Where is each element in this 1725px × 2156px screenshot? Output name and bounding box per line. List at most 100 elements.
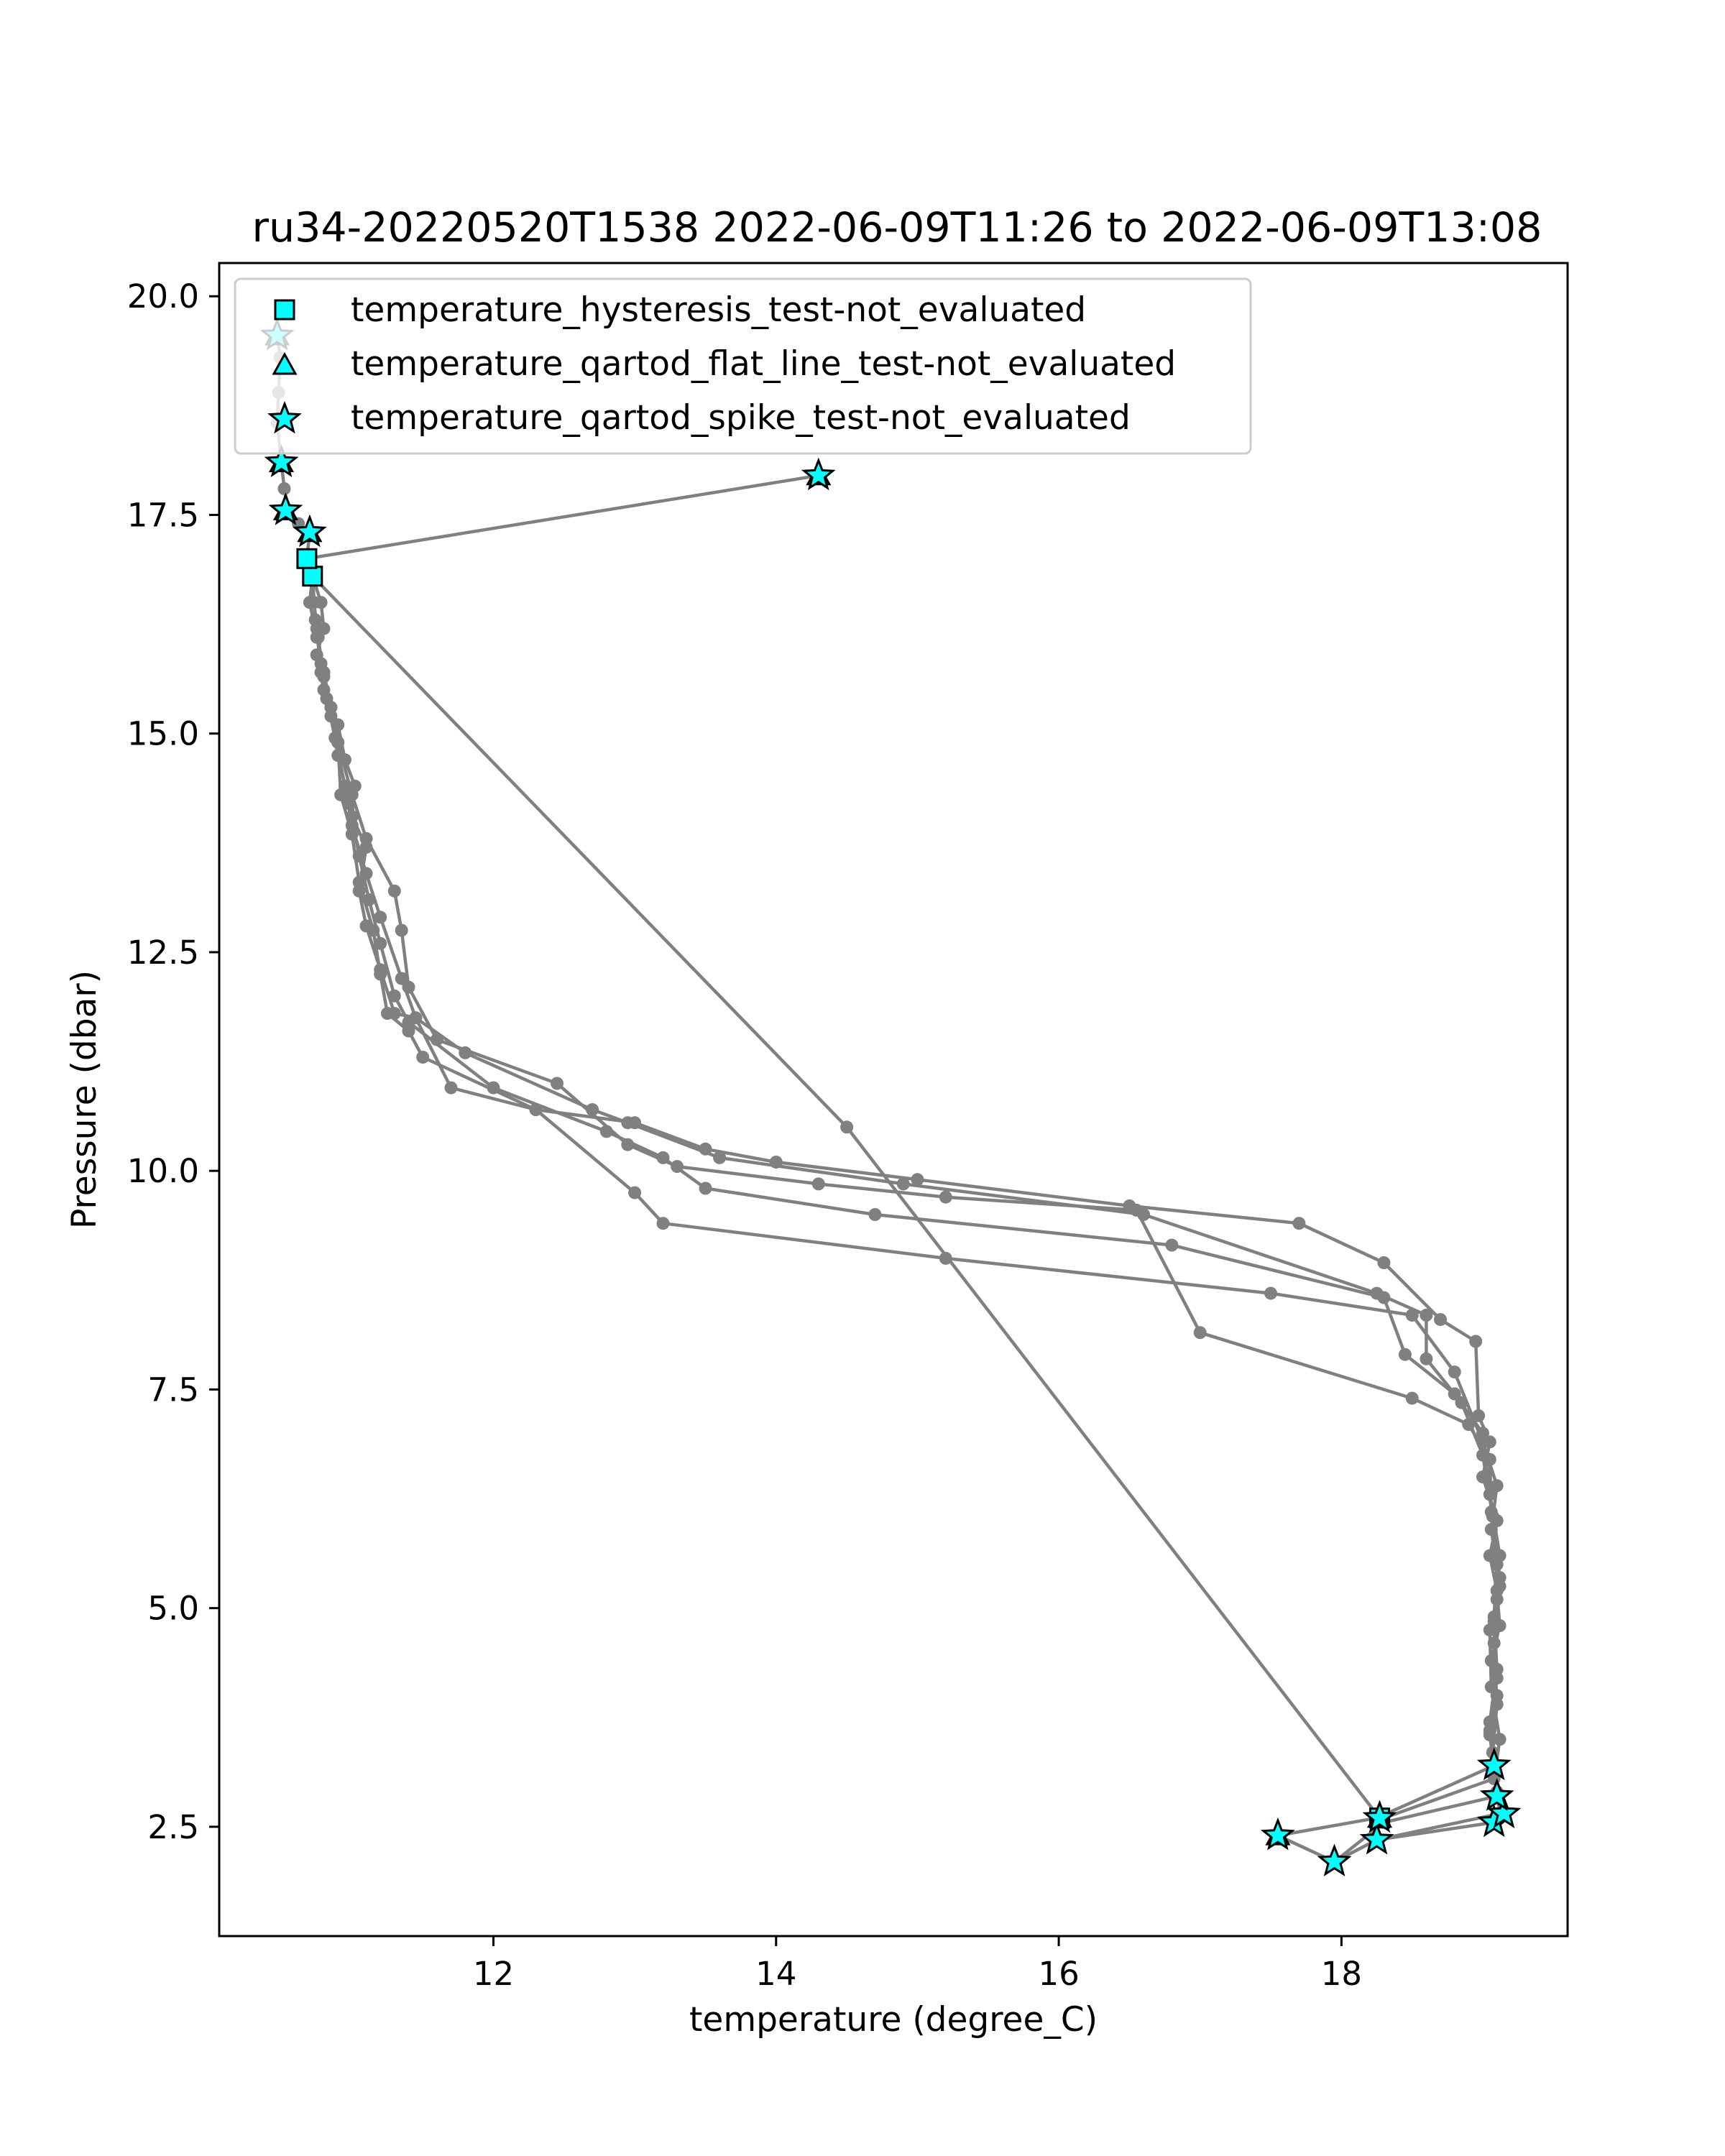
triangle-marker-icon xyxy=(272,351,298,375)
data-point xyxy=(308,613,322,627)
y-tick-label: 12.5 xyxy=(127,934,199,972)
data-point xyxy=(1493,1571,1506,1585)
data-point xyxy=(1370,1286,1384,1300)
x-axis-ticks: 12 14 16 18 xyxy=(473,1936,1362,1993)
data-point xyxy=(328,731,342,745)
x-tick-label: 18 xyxy=(1321,1955,1362,1993)
data-point xyxy=(416,1051,430,1064)
legend-label-hysteresis: temperature_hysteresis_test-not_evaluate… xyxy=(351,290,1086,330)
data-point xyxy=(1487,1614,1501,1628)
y-tick-label: 10.0 xyxy=(127,1152,199,1190)
data-point xyxy=(409,1011,423,1025)
data-point xyxy=(939,1190,952,1204)
data-point xyxy=(911,1173,924,1187)
y-tick-label: 5.0 xyxy=(147,1590,199,1628)
y-tick-label: 2.5 xyxy=(147,1808,199,1846)
data-point xyxy=(1469,1335,1483,1348)
data-point xyxy=(1420,1352,1433,1365)
data-point xyxy=(352,875,366,889)
data-point xyxy=(374,936,387,950)
data-point xyxy=(374,911,387,924)
series-layer xyxy=(270,329,1506,1869)
series-5 xyxy=(305,569,1506,1799)
spike-flag-marker xyxy=(1362,1800,1397,1833)
x-tick-label: 16 xyxy=(1038,1955,1079,1993)
x-tick-label: 14 xyxy=(755,1955,796,1993)
hysteresis-flag-marker xyxy=(296,548,318,569)
data-point xyxy=(387,884,401,898)
data-point xyxy=(1493,1733,1506,1746)
data-point xyxy=(1486,1509,1499,1523)
data-point xyxy=(1398,1348,1412,1361)
plot-area xyxy=(218,262,1569,1938)
data-point xyxy=(374,967,387,981)
data-point xyxy=(277,482,291,495)
data-point xyxy=(868,1208,882,1221)
data-point xyxy=(487,1081,500,1095)
data-point xyxy=(359,831,373,845)
data-point xyxy=(1472,1409,1486,1422)
data-point xyxy=(656,1151,670,1164)
y-axis-label: Pressure (dbar) xyxy=(65,970,104,1229)
data-point xyxy=(1193,1326,1207,1340)
data-point xyxy=(621,1116,635,1130)
data-point xyxy=(381,1007,394,1021)
legend-label-spike: temperature_qartod_spike_test-not_evalua… xyxy=(351,398,1131,438)
data-point xyxy=(314,657,328,671)
data-point xyxy=(1165,1238,1179,1252)
spike-flag-marker xyxy=(292,514,327,548)
data-point xyxy=(1448,1365,1461,1379)
hysteresis-flag-marker xyxy=(302,566,323,587)
data-point xyxy=(387,989,401,1003)
data-point xyxy=(459,1046,472,1059)
y-tick-label: 20.0 xyxy=(127,277,199,315)
spike-flag-marker xyxy=(801,457,836,491)
data-point xyxy=(1490,1672,1504,1685)
data-point xyxy=(1377,1256,1391,1269)
data-point xyxy=(339,779,351,793)
star-marker-icon xyxy=(267,400,302,434)
data-point xyxy=(359,867,373,880)
spike-flag-marker xyxy=(1359,1821,1394,1855)
y-tick-label: 17.5 xyxy=(127,496,199,534)
legend: temperature_hysteresis_test-not_evaluate… xyxy=(234,277,1252,455)
spike-flag-marker xyxy=(1479,1778,1514,1811)
spike-flag-marker xyxy=(1486,1795,1522,1828)
data-point xyxy=(713,1151,727,1164)
y-axis-ticks: 2.5 5.0 7.5 10.0 12.5 15.0 17.5 20.0 xyxy=(127,277,219,1846)
series-line xyxy=(310,576,1501,1792)
data-point xyxy=(1405,1391,1419,1405)
data-point xyxy=(628,1186,642,1199)
data-point xyxy=(599,1125,613,1138)
data-point xyxy=(896,1177,910,1191)
spike-flag-marker xyxy=(268,492,303,525)
data-point xyxy=(1420,1309,1433,1322)
flag-marker-layer xyxy=(259,317,1522,1876)
y-tick-label: 15.0 xyxy=(127,715,199,753)
square-marker-icon xyxy=(274,299,295,321)
data-point xyxy=(1455,1396,1468,1409)
data-point xyxy=(586,1103,599,1116)
chart-title: ru34-20220520T1538 2022-06-09T11:26 to 2… xyxy=(252,204,1542,252)
data-point xyxy=(1264,1286,1277,1300)
data-point xyxy=(656,1217,670,1230)
data-point xyxy=(1490,1479,1504,1493)
data-point xyxy=(1483,1728,1496,1742)
legend-frame xyxy=(234,277,1252,455)
data-point xyxy=(1434,1313,1447,1327)
data-point xyxy=(395,972,408,985)
data-point xyxy=(1137,1208,1151,1221)
spike-flag-marker xyxy=(1476,1747,1512,1781)
y-tick-label: 7.5 xyxy=(147,1370,199,1409)
x-tick-label: 12 xyxy=(473,1955,514,1993)
data-point xyxy=(699,1181,712,1195)
data-point xyxy=(840,1120,854,1134)
data-point xyxy=(395,923,408,937)
legend-label-flat-line: temperature_qartod_flat_line_test-not_ev… xyxy=(351,344,1176,384)
data-point xyxy=(320,692,334,705)
spike-flag-marker xyxy=(1260,1817,1295,1851)
spike-flag-marker xyxy=(264,444,299,477)
data-point xyxy=(444,1081,458,1095)
data-point xyxy=(551,1077,564,1090)
